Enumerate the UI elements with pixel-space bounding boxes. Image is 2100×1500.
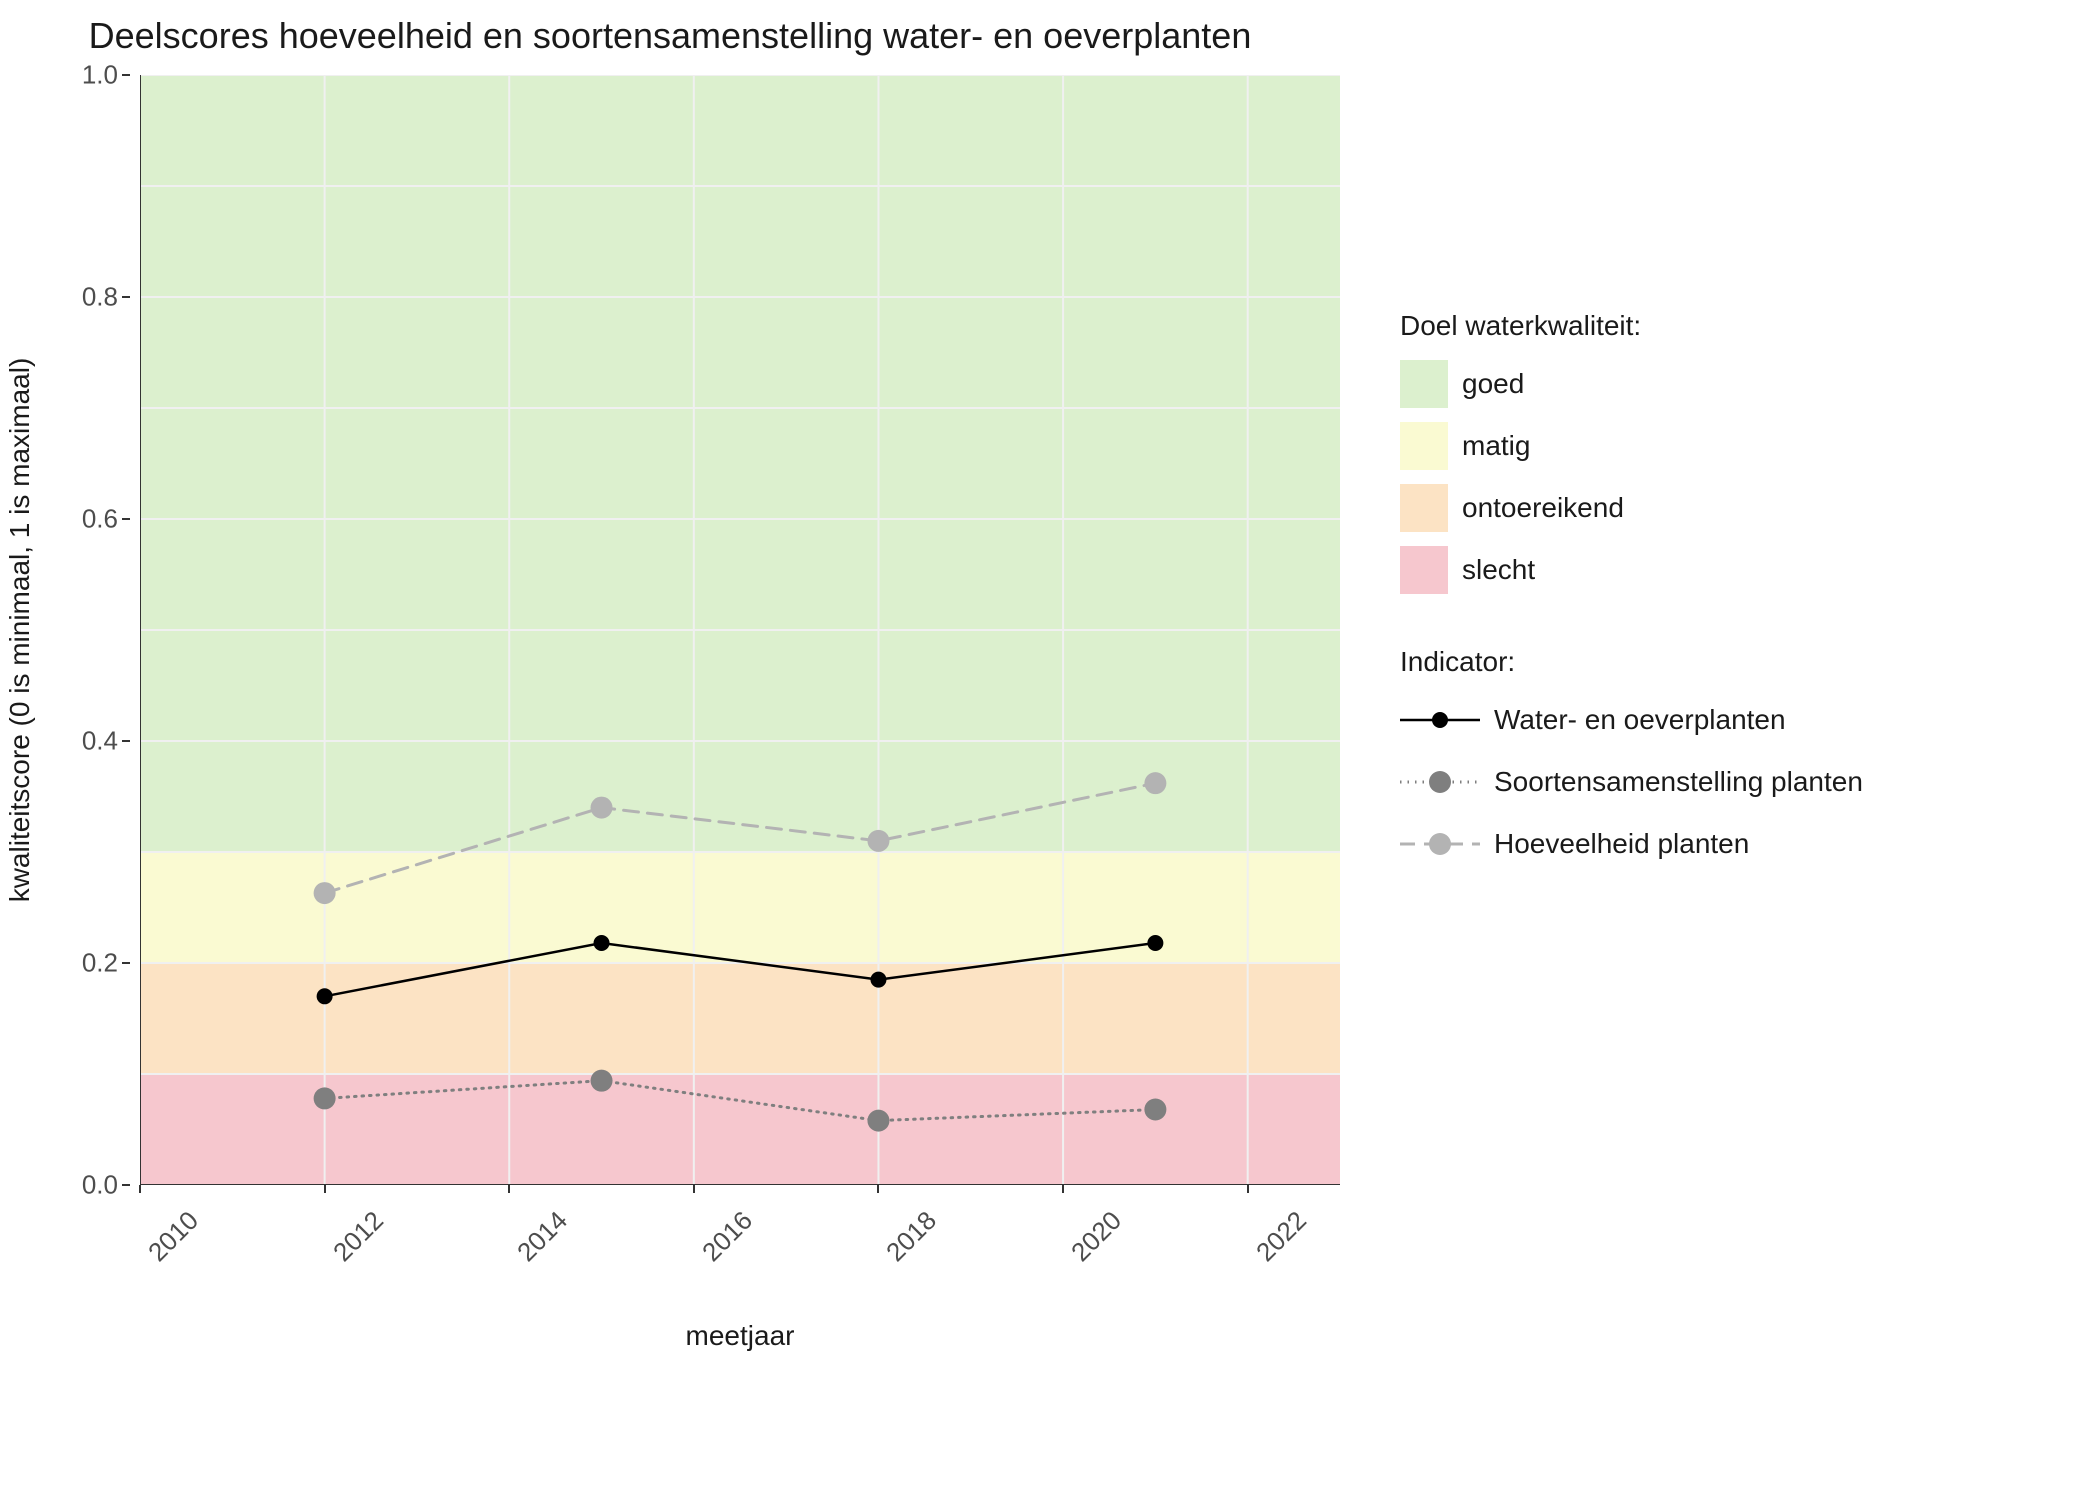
x-axis-label: meetjaar — [140, 1320, 1340, 1352]
x-tick-mark — [1062, 1185, 1064, 1193]
legend-band-label: ontoereikend — [1462, 492, 1624, 524]
legend-band-item: goed — [1400, 358, 2050, 410]
legend-swatch — [1400, 360, 1448, 408]
series-marker — [591, 797, 613, 819]
series-marker — [314, 882, 336, 904]
legend-series-title: Indicator: — [1400, 646, 2050, 678]
y-tick-mark — [122, 1184, 130, 1186]
series-marker — [867, 830, 889, 852]
series-marker — [1144, 1099, 1166, 1121]
quality-band-goed — [140, 75, 1340, 852]
x-tick-mark — [1247, 1185, 1249, 1193]
quality-band-ontoereikend — [140, 963, 1340, 1074]
x-tick-mark — [877, 1185, 879, 1193]
legend-line-sample — [1400, 758, 1480, 806]
x-tick-mark — [508, 1185, 510, 1193]
legend-swatch — [1400, 484, 1448, 532]
series-marker — [1144, 772, 1166, 794]
chart-title: Deelscores hoeveelheid en soortensamenst… — [0, 15, 1340, 57]
x-tick-label: 2020 — [1065, 1205, 1128, 1268]
x-tick-label: 2012 — [327, 1205, 390, 1268]
x-tick-label: 2010 — [142, 1205, 205, 1268]
series-marker — [314, 1087, 336, 1109]
y-tick-label: 0.8 — [82, 282, 118, 313]
y-tick-label: 0.4 — [82, 726, 118, 757]
x-tick-mark — [693, 1185, 695, 1193]
y-tick-mark — [122, 518, 130, 520]
legend-swatch — [1400, 422, 1448, 470]
legend-band-item: ontoereikend — [1400, 482, 2050, 534]
y-tick-mark — [122, 962, 130, 964]
series-marker — [867, 1110, 889, 1132]
y-axis: 0.00.20.40.60.81.0 — [70, 75, 130, 1185]
legend-bands-list: goed matig ontoereikend slecht — [1400, 358, 2050, 596]
series-marker — [594, 935, 610, 951]
legend-series-item: Hoeveelheid planten — [1400, 818, 2050, 870]
y-tick-mark — [122, 296, 130, 298]
legend-bands-title: Doel waterkwaliteit: — [1400, 310, 2050, 342]
y-tick-mark — [122, 74, 130, 76]
series-marker — [317, 988, 333, 1004]
x-tick-mark — [139, 1185, 141, 1193]
x-tick-label: 2014 — [511, 1205, 574, 1268]
legend-band-label: goed — [1462, 368, 1524, 400]
legend-band-label: matig — [1462, 430, 1530, 462]
plot-svg — [140, 75, 1340, 1185]
plot-area — [140, 75, 1340, 1185]
series-marker — [1147, 935, 1163, 951]
legend-band-item: matig — [1400, 420, 2050, 472]
legend-series-label: Hoeveelheid planten — [1494, 828, 1749, 860]
x-tick-label: 2016 — [696, 1205, 759, 1268]
y-tick-label: 0.2 — [82, 948, 118, 979]
series-marker — [870, 972, 886, 988]
x-tick-label: 2022 — [1250, 1205, 1313, 1268]
legend-series-label: Water- en oeverplanten — [1494, 704, 1786, 736]
y-tick-label: 0.6 — [82, 504, 118, 535]
legend-series-item: Water- en oeverplanten — [1400, 694, 2050, 746]
legend-line-sample — [1400, 820, 1480, 868]
series-marker — [591, 1070, 613, 1092]
legend: Doel waterkwaliteit: goed matig ontoereike… — [1400, 310, 2050, 880]
x-tick-mark — [324, 1185, 326, 1193]
legend-series-label: Soortensamenstelling planten — [1494, 766, 1863, 798]
legend-band-item: slecht — [1400, 544, 2050, 596]
x-axis: 2010 2012 2014 2016 2018 2020 2022 — [140, 1185, 1340, 1305]
legend-swatch — [1400, 546, 1448, 594]
legend-series-list: Water- en oeverplanten Soortensamenstelli… — [1400, 694, 2050, 870]
y-axis-label: kwaliteitscore (0 is minimaal, 1 is maxi… — [4, 358, 36, 903]
y-tick-label: 1.0 — [82, 60, 118, 91]
legend-band-label: slecht — [1462, 554, 1535, 586]
y-tick-mark — [122, 740, 130, 742]
chart-container: Deelscores hoeveelheid en soortensamenst… — [0, 0, 2100, 1500]
y-tick-label: 0.0 — [82, 1170, 118, 1201]
x-tick-label: 2018 — [880, 1205, 943, 1268]
legend-series-item: Soortensamenstelling planten — [1400, 756, 2050, 808]
legend-line-sample — [1400, 696, 1480, 744]
